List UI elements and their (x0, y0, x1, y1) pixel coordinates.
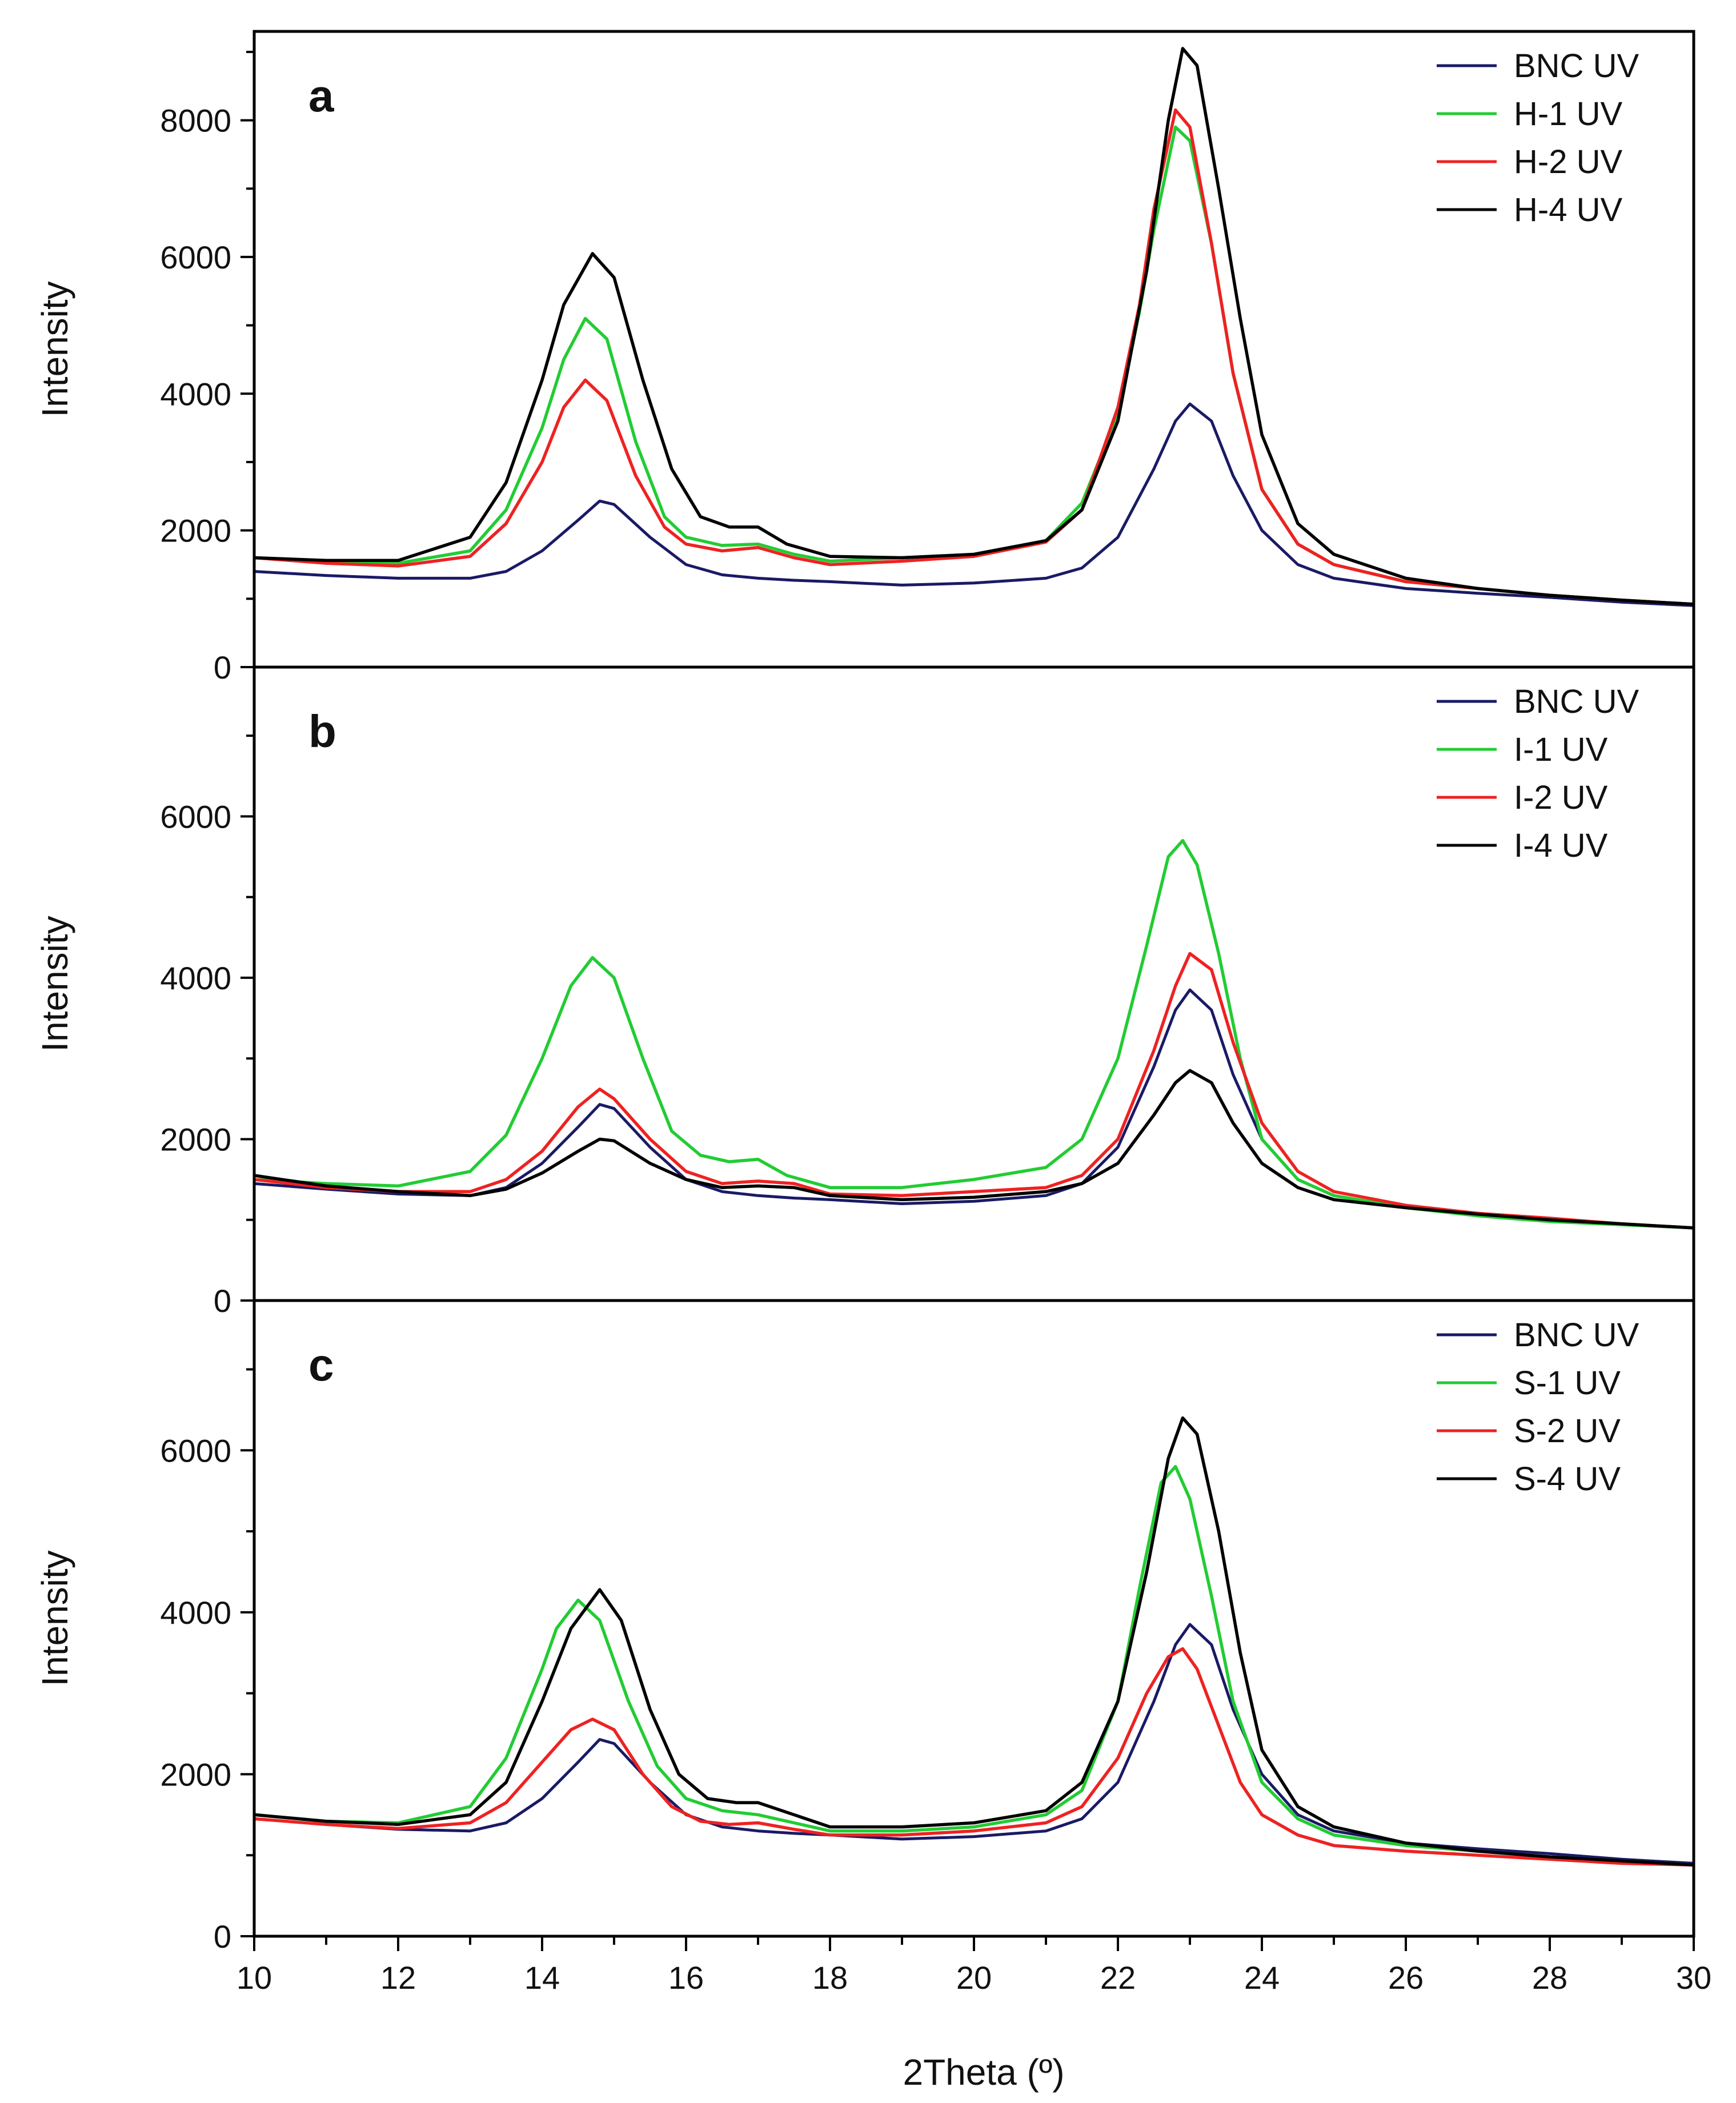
y-tick-label: 0 (214, 1919, 231, 1954)
panel-a: 0 2000 4000 6000 8000 Intensity a BNC UV H-1 UV H… (34, 30, 1695, 685)
y-axis-title: Intensity (34, 1550, 75, 1686)
x-tick-label: 12 (380, 1960, 416, 1996)
y-tick-label: 2000 (160, 1121, 231, 1157)
x-tick-label: 10 (236, 1960, 272, 1996)
series-line-bnc-uv (254, 1623, 1694, 1865)
x-tick-label: 22 (1100, 1960, 1136, 1996)
x-tick-label: 20 (956, 1960, 992, 1996)
panel-b: 0 2000 4000 6000 Intensity b BNC UV I-1 UV I-2 U… (34, 665, 1695, 1319)
legend-entry: S-2 UV (1514, 1412, 1621, 1450)
legend-entry: BNC UV (1514, 683, 1639, 720)
panel-label: b (308, 706, 336, 757)
y-tick-label: 0 (214, 649, 231, 685)
y-tick-label: 4000 (160, 376, 231, 412)
panels: 0 2000 4000 6000 8000 Intensity a BNC UV H-1 UV H… (34, 30, 1695, 1954)
x-tick-label: 14 (524, 1960, 560, 1996)
panel-label: a (308, 70, 334, 121)
series-line-s-2-uv (254, 1647, 1694, 1867)
legend-entry: I-2 UV (1514, 779, 1608, 816)
series-line-s-4-uv (254, 1416, 1694, 1867)
y-tick-label: 6000 (160, 798, 231, 834)
series-line-bnc-uv (254, 402, 1694, 607)
y-tick-label: 8000 (160, 103, 231, 139)
series-line-h-2-uv (254, 108, 1694, 606)
y-tick-label: 0 (214, 1283, 231, 1319)
x-tick-label: 28 (1532, 1960, 1567, 1996)
y-tick-label: 6000 (160, 239, 231, 275)
legend-entry: S-1 UV (1514, 1364, 1621, 1402)
y-tick-label: 4000 (160, 960, 231, 996)
y-tick-label: 2000 (160, 1756, 231, 1792)
y-axis-title: Intensity (34, 281, 75, 417)
legend-entry: H-2 UV (1514, 143, 1622, 180)
x-tick-label: 16 (668, 1960, 704, 1996)
x-tick-label: 26 (1388, 1960, 1424, 1996)
x-axis-title: 2Theta (º) (903, 2052, 1064, 2093)
legend-entry: BNC UV (1514, 47, 1639, 85)
legend-entry: I-4 UV (1514, 827, 1608, 864)
y-tick-label: 2000 (160, 513, 231, 549)
legend: BNC UV S-1 UV S-2 UV S-4 UV (1437, 1317, 1639, 1498)
legend-entry: H-4 UV (1514, 191, 1622, 228)
x-tick-label: 24 (1244, 1960, 1280, 1996)
series-line-i-2-uv (254, 952, 1694, 1230)
x-tick-label: 18 (812, 1960, 848, 1996)
series-line-s-1-uv (254, 1464, 1694, 1867)
y-tick-label: 4000 (160, 1595, 231, 1631)
legend-entry: H-1 UV (1514, 95, 1622, 133)
legend-entry: I-1 UV (1514, 731, 1608, 768)
panel-label: c (308, 1339, 334, 1390)
x-tick-label: 30 (1676, 1960, 1711, 1996)
panel-c: 0 2000 4000 6000 Intensity c BNC UV S-1 UV S-2 U… (34, 1299, 1695, 1954)
series-line-i-1-uv (254, 838, 1694, 1230)
series-line-i-4-uv (254, 1069, 1694, 1230)
y-tick-label: 6000 (160, 1432, 231, 1468)
series-line-h-4-uv (254, 47, 1694, 606)
legend-entry: BNC UV (1514, 1317, 1639, 1354)
y-axis-title: Intensity (34, 916, 75, 1052)
legend: BNC UV H-1 UV H-2 UV H-4 UV (1437, 47, 1639, 228)
legend: BNC UV I-1 UV I-2 UV I-4 UV (1437, 683, 1639, 864)
legend-entry: S-4 UV (1514, 1460, 1621, 1498)
shared-x-axis: 10 12 14 16 18 20 22 24 26 28 30 (236, 1936, 1711, 1996)
